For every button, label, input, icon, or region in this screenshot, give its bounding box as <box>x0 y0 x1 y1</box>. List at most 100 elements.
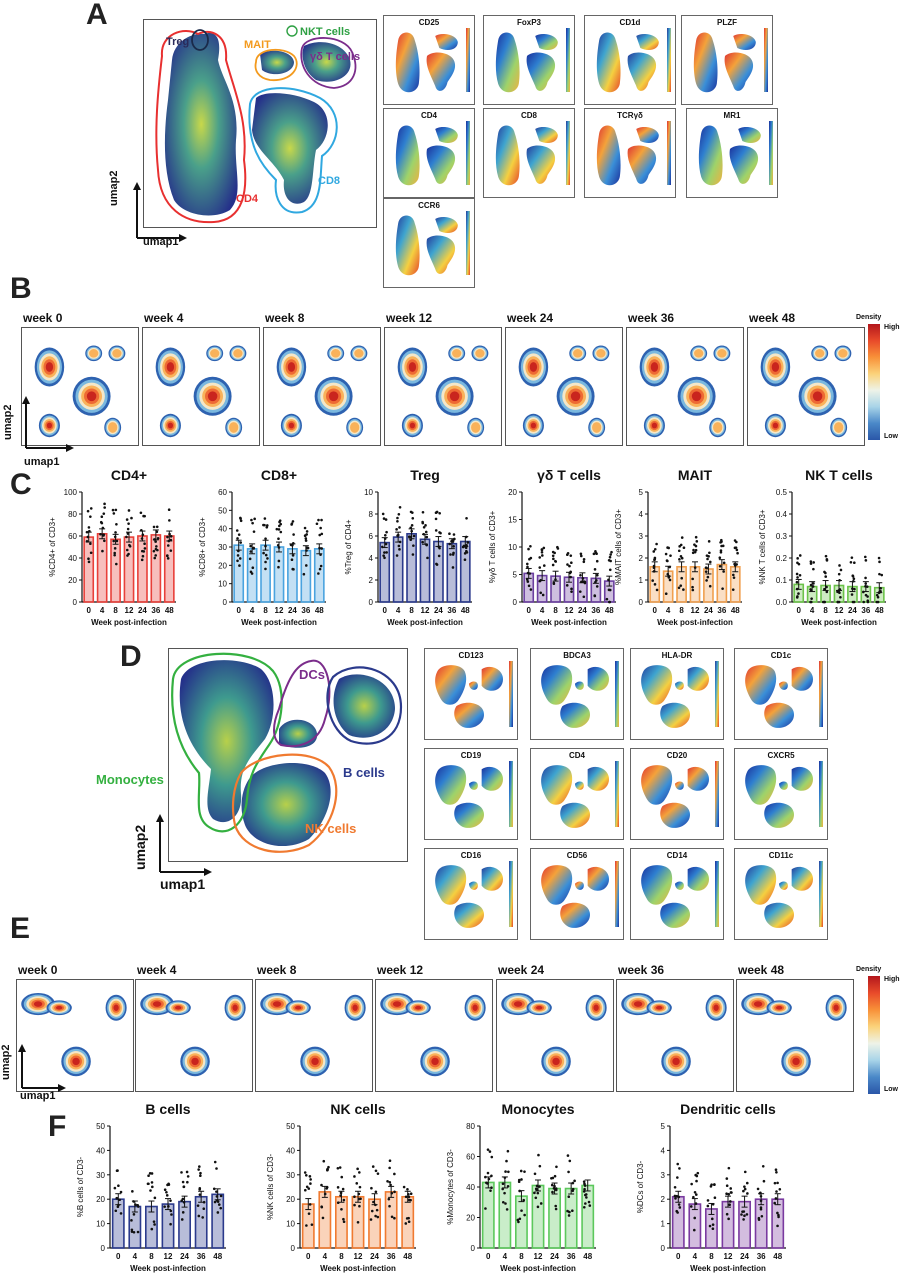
data-point <box>571 1209 574 1213</box>
data-point <box>111 508 115 512</box>
bar <box>137 535 148 603</box>
y-tick-label: 40 <box>466 1183 475 1192</box>
marker-title: CD19 <box>460 751 482 760</box>
x-tick-label: 48 <box>315 606 324 615</box>
data-point <box>865 585 869 588</box>
data-point <box>235 529 239 532</box>
x-tick-label: 24 <box>180 1252 189 1261</box>
data-point <box>166 544 170 547</box>
marker-plot-hla-dr: HLA-DR <box>630 648 724 740</box>
y-tick-label: 20 <box>96 1195 105 1204</box>
data-point <box>186 1180 189 1184</box>
data-point <box>708 1224 712 1228</box>
data-point <box>720 540 723 543</box>
data-point <box>677 549 681 553</box>
x-tick-label: 8 <box>823 606 828 615</box>
data-point <box>302 572 306 576</box>
x-tick-label: 36 <box>301 606 310 615</box>
bar <box>301 1203 315 1249</box>
data-point <box>374 1169 378 1173</box>
data-point <box>567 1214 571 1217</box>
data-point <box>407 1193 410 1196</box>
marker-title: CD1c <box>770 651 792 660</box>
density-plot-week <box>263 327 381 446</box>
data-point <box>452 551 455 555</box>
y-axis-label: %CD4+ of CD3+ <box>48 517 57 577</box>
data-point <box>776 1224 779 1228</box>
data-point <box>554 1204 557 1208</box>
data-point <box>668 578 672 582</box>
marker-title: CD20 <box>666 751 688 760</box>
gate-label-nkt: NKT cells <box>300 26 350 38</box>
data-point <box>153 556 157 560</box>
data-point <box>252 530 256 533</box>
data-point <box>321 1216 325 1220</box>
data-point <box>852 577 856 581</box>
data-point <box>422 532 425 536</box>
data-point <box>733 539 737 542</box>
data-point <box>525 562 529 566</box>
density-plot-week <box>496 979 614 1092</box>
data-point <box>760 1214 764 1218</box>
y-tick-label: 0 <box>369 598 374 607</box>
data-point <box>115 539 119 543</box>
data-point <box>486 1171 490 1175</box>
data-point <box>674 1197 677 1200</box>
data-point <box>517 1180 521 1184</box>
x-tick-label: 12 <box>724 1252 733 1261</box>
data-point <box>276 543 280 547</box>
data-point <box>540 550 544 554</box>
marker-plot-cd25: CD25 <box>383 15 475 105</box>
x-tick-label: 8 <box>519 1252 524 1261</box>
data-point <box>488 1150 492 1153</box>
x-tick-label: 12 <box>275 606 284 615</box>
data-point <box>376 1215 380 1219</box>
data-point <box>86 535 90 539</box>
data-point <box>518 1189 521 1193</box>
data-point <box>153 538 156 541</box>
y-tick-label: 30 <box>96 1171 105 1180</box>
y-axis-label: %MAIT cells of CD3+ <box>614 509 623 585</box>
data-point <box>694 548 698 552</box>
data-point <box>383 551 386 554</box>
data-point <box>388 1181 392 1184</box>
marker-plot-cd19: CD19 <box>424 748 518 840</box>
data-point <box>202 1207 206 1211</box>
data-point <box>762 1179 766 1183</box>
data-point <box>303 1188 307 1192</box>
marker-plot-cxcr5: CXCR5 <box>734 748 828 840</box>
data-point <box>185 1170 189 1174</box>
data-point <box>180 1171 183 1174</box>
data-point <box>320 532 324 536</box>
y-tick-label: 4 <box>661 1146 666 1155</box>
data-point <box>694 1202 698 1205</box>
data-point <box>147 1174 150 1178</box>
data-point <box>809 583 813 587</box>
data-point <box>277 528 281 531</box>
chart-title: Treg <box>410 470 440 483</box>
data-point <box>525 578 529 581</box>
data-point <box>678 558 681 561</box>
data-point <box>113 1186 117 1190</box>
data-point <box>252 546 255 550</box>
data-point <box>795 580 799 584</box>
data-point <box>305 530 309 533</box>
data-point <box>533 1172 537 1176</box>
data-point <box>579 573 582 577</box>
data-point <box>566 553 569 556</box>
marker-plot-cd1c: CD1c <box>734 648 828 740</box>
x-tick-label: 24 <box>138 606 147 615</box>
y-tick-label: 0.4 <box>776 510 788 519</box>
data-point <box>484 1207 487 1210</box>
data-point <box>219 1206 223 1210</box>
data-point <box>215 1195 219 1198</box>
data-point <box>538 556 542 559</box>
data-point <box>412 534 416 538</box>
data-point <box>397 544 401 548</box>
umap-axes-d <box>156 814 212 876</box>
data-point <box>584 1202 587 1205</box>
data-point <box>412 544 415 547</box>
data-point <box>101 549 104 553</box>
data-point <box>836 590 839 594</box>
x-tick-label: 0 <box>486 1252 491 1261</box>
